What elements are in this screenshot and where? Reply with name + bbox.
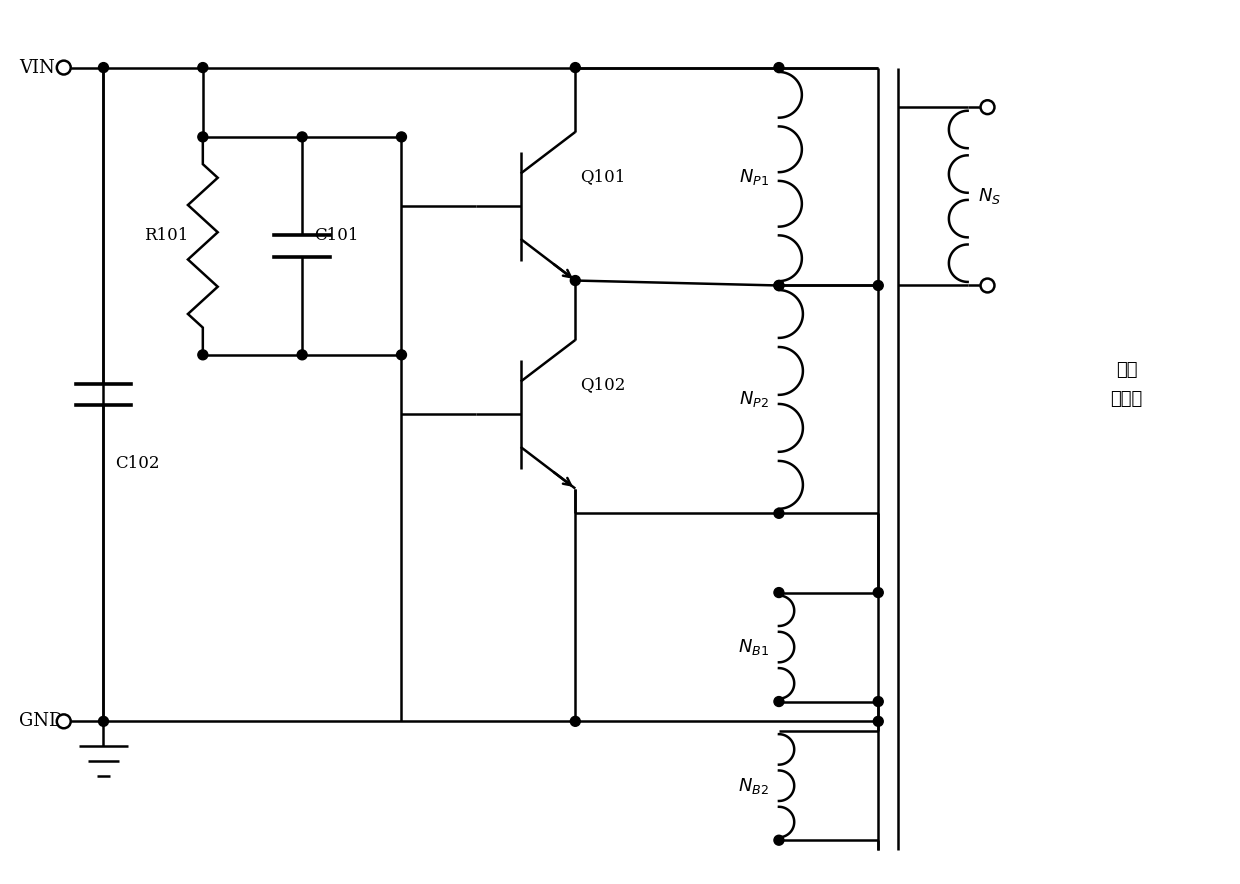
Circle shape (774, 280, 784, 291)
Circle shape (570, 276, 580, 286)
Circle shape (98, 716, 108, 727)
Text: VIN: VIN (19, 58, 55, 77)
Circle shape (198, 132, 208, 141)
Circle shape (873, 588, 883, 598)
Circle shape (298, 132, 308, 141)
Circle shape (774, 63, 784, 72)
Text: Q102: Q102 (580, 376, 626, 393)
Text: $N_{B1}$: $N_{B1}$ (738, 637, 769, 657)
Text: R101: R101 (144, 227, 188, 245)
Text: GND: GND (19, 713, 63, 730)
Circle shape (298, 350, 308, 360)
Text: $N_{P1}$: $N_{P1}$ (739, 166, 769, 187)
Text: Q101: Q101 (580, 168, 626, 185)
Circle shape (570, 716, 580, 727)
Text: $N_S$: $N_S$ (977, 187, 1001, 206)
Circle shape (774, 835, 784, 845)
Circle shape (873, 280, 883, 291)
Circle shape (98, 63, 108, 72)
Circle shape (873, 697, 883, 706)
Circle shape (57, 61, 71, 74)
Text: C102: C102 (115, 455, 160, 472)
Circle shape (981, 278, 994, 293)
Circle shape (774, 588, 784, 598)
Circle shape (774, 697, 784, 706)
Circle shape (57, 714, 71, 728)
Text: C101: C101 (314, 227, 358, 245)
Circle shape (198, 63, 208, 72)
Circle shape (570, 63, 580, 72)
Text: $N_{P2}$: $N_{P2}$ (739, 390, 769, 409)
Circle shape (774, 280, 784, 291)
Circle shape (397, 350, 407, 360)
Text: 耦合
变压器: 耦合 变压器 (1111, 361, 1143, 408)
Circle shape (981, 100, 994, 114)
Circle shape (198, 350, 208, 360)
Circle shape (397, 132, 407, 141)
Circle shape (873, 716, 883, 727)
Circle shape (774, 508, 784, 518)
Text: $N_{B2}$: $N_{B2}$ (738, 776, 769, 796)
